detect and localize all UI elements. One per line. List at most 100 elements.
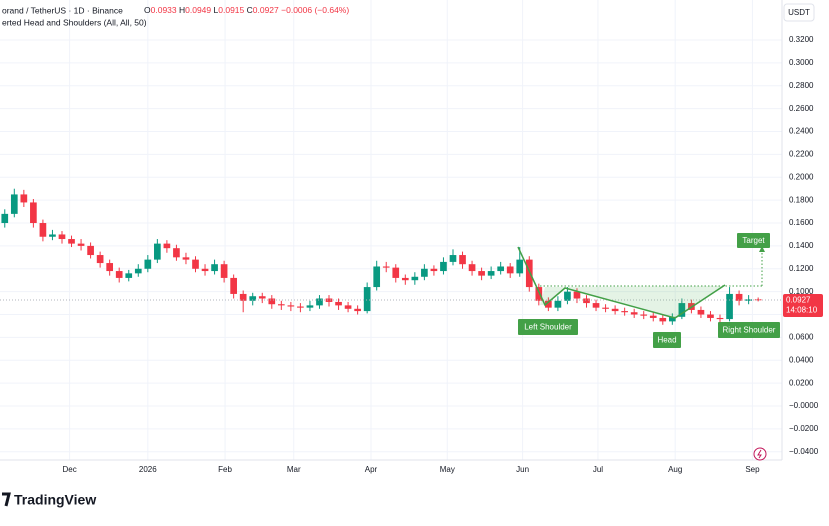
o-value: 0.0933	[151, 5, 177, 15]
target-label: Target	[742, 236, 765, 245]
candle-body	[478, 271, 485, 276]
head-label: Head	[657, 336, 676, 345]
candle-body	[411, 276, 419, 281]
candle-body	[163, 243, 171, 249]
candle-body	[726, 293, 733, 320]
candle-body	[211, 264, 218, 272]
candle-body	[363, 287, 371, 312]
y-tick-label: 0.0600	[789, 333, 814, 342]
y-tick-label: 0.2400	[789, 127, 814, 136]
candle-body	[497, 266, 505, 272]
label-box	[653, 332, 681, 348]
candle-body	[487, 271, 495, 276]
x-tick-label: Dec	[62, 465, 76, 474]
candle-body	[201, 268, 209, 272]
y-tick-label: 0.0200	[789, 378, 814, 387]
candle-body	[277, 304, 285, 306]
label-box	[718, 322, 780, 338]
pattern-fill	[545, 286, 725, 318]
candle-body	[144, 259, 152, 269]
right-shoulder-label: Right Shoulder	[723, 326, 776, 335]
pattern-fill	[540, 287, 565, 305]
candle-body	[649, 315, 657, 318]
candle-body	[344, 305, 352, 309]
candle-body	[1, 213, 9, 224]
candle-body	[173, 248, 180, 258]
candle-body	[430, 268, 438, 272]
currency[interactable]: USDT	[788, 8, 810, 17]
label-box	[737, 233, 770, 248]
x-tick-label: Aug	[668, 465, 682, 474]
candle-body	[392, 267, 400, 278]
y-tick-label: 0.1000	[789, 287, 814, 296]
candle-body	[573, 291, 581, 299]
candle-body	[297, 306, 304, 308]
x-tick-label: Sep	[745, 465, 760, 474]
y-tick-label: 0.1600	[789, 218, 814, 227]
candle-body	[525, 259, 533, 288]
candle-body	[316, 298, 323, 306]
candle-body	[564, 291, 571, 301]
candle-body	[668, 316, 676, 322]
y-tick-label: 0.1200	[789, 264, 814, 273]
candle-body	[459, 255, 466, 265]
c-label: C	[247, 5, 253, 15]
y-tick-label: 0.2200	[789, 150, 814, 159]
candle-body	[96, 255, 104, 264]
candle-body	[468, 264, 476, 272]
candle-body	[154, 243, 161, 260]
candle-body	[697, 309, 705, 315]
candle-body	[506, 266, 514, 274]
candle-body	[20, 194, 28, 203]
y-tick-label: 0.3200	[789, 35, 814, 44]
candle-body	[754, 299, 762, 301]
currency-box[interactable]	[783, 3, 815, 22]
y-tick-label: 0.1800	[789, 195, 814, 204]
candle-body	[39, 223, 47, 237]
candle-body	[87, 245, 94, 256]
candle-body	[30, 202, 37, 224]
candle-body	[535, 287, 543, 301]
y-tick-label: 0.2800	[789, 81, 814, 90]
o-label: O	[144, 5, 151, 15]
x-tick-label: 2026	[139, 465, 157, 474]
y-tick-label: 0.3000	[789, 58, 814, 67]
x-tick-label: Feb	[218, 465, 232, 474]
x-tick-label: Jul	[593, 465, 603, 474]
candle-body	[382, 266, 390, 268]
symbol: orand / TetherUS · 1D · Binance	[2, 5, 123, 15]
candle-body	[220, 264, 228, 278]
candle-body	[373, 266, 381, 288]
candle-body	[592, 303, 600, 308]
candle-body	[630, 312, 638, 315]
countdown: 14:08:10	[786, 306, 818, 315]
x-tick-label: Jun	[516, 465, 529, 474]
candle-body	[249, 296, 257, 301]
candle-body	[106, 263, 114, 272]
target-arrow	[759, 246, 765, 252]
event-bolt	[757, 449, 762, 459]
h-value: 0.0949	[185, 5, 211, 15]
y-tick-label: 0.2000	[789, 172, 814, 181]
candle-body	[239, 293, 247, 301]
candle-body	[716, 317, 724, 320]
candle-body	[258, 296, 266, 299]
candle-body	[125, 273, 133, 278]
left-shoulder-label: Left Shoulder	[524, 323, 572, 332]
change: −0.0006 (−0.64%)	[281, 5, 349, 15]
candle-body	[58, 234, 66, 240]
candle-body	[268, 298, 276, 305]
indicator: erted Head and Shoulders (All, All, 50)	[2, 17, 147, 27]
last-price: 0.0927	[786, 296, 811, 305]
l-label: L	[214, 5, 219, 15]
candle-body	[421, 268, 428, 277]
candle-body	[516, 259, 524, 274]
candle-body	[640, 314, 648, 316]
event-icon[interactable]	[753, 447, 767, 461]
candle-body	[49, 234, 56, 237]
ohlc: O0.0933 H0.0949 L0.0915 C0.0927 −0.0006 …	[144, 5, 349, 15]
candle-body	[735, 293, 743, 301]
candle-body	[583, 298, 590, 304]
